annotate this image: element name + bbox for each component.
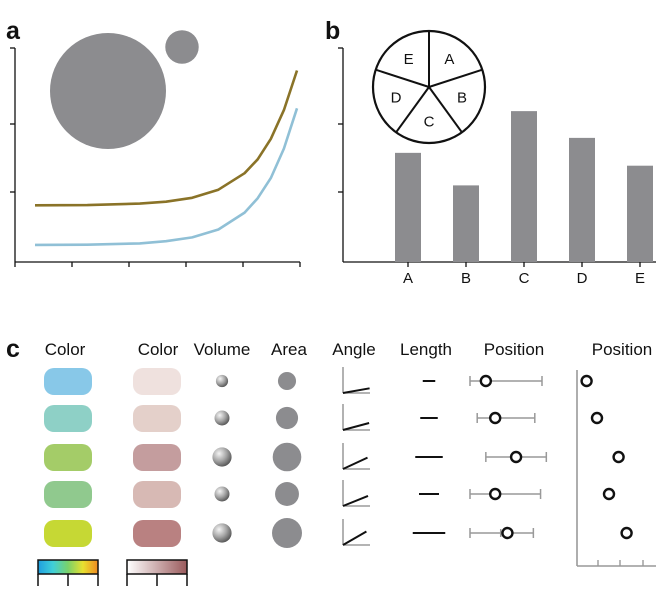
panel-c-angle-arm-0 [342, 387, 370, 394]
panel-b-x-tick-label-C: C [519, 270, 530, 287]
panel-c-hue-swatch-4 [44, 520, 92, 547]
panel-b-pie-slice-edge-D [395, 86, 430, 133]
panel-c-header-3: Area [271, 340, 307, 359]
panel-b-bar-B [453, 185, 479, 262]
panel-c-header-6: Position [484, 340, 544, 359]
panel-b-pie-label-A: A [444, 51, 454, 68]
panel-a-line-chart [10, 30, 301, 267]
panel-c-angle-arm-3 [342, 494, 369, 507]
panel-b-pie-slice-edge-C [428, 86, 463, 133]
panel-letter-c: c [6, 335, 20, 363]
panel-b-bar-E [627, 165, 653, 262]
panel-a-series-line-1 [34, 107, 299, 247]
panel-c-tint-swatch-0 [133, 368, 181, 395]
panel-c-position-point-4 [620, 526, 633, 540]
panel-c-volume-sphere-3 [214, 486, 230, 502]
panel-c-hue-swatch-2 [44, 444, 92, 471]
panel-c-angle-arm-4 [342, 530, 367, 546]
panel-c-area-circle-4 [272, 518, 302, 548]
panel-c-volume-sphere-4 [212, 523, 232, 543]
panel-c-volume-sphere-2 [212, 447, 232, 467]
panel-a-large-circle [50, 33, 166, 149]
panel-letter-a: a [6, 17, 21, 45]
panel-c-header-7: Position [592, 340, 652, 359]
panel-c-errorbar-point-4 [501, 526, 514, 540]
panel-b-pie-label-C: C [424, 114, 435, 131]
panel-c-tint-colorbar [126, 559, 188, 575]
panel-b-bar-C [511, 111, 537, 262]
panel-c-area-circle-1 [275, 406, 299, 430]
panel-a-small-circle [165, 30, 199, 64]
panel-c-errorbar-point-2 [509, 450, 523, 464]
panel-a-series-line-0 [34, 70, 299, 207]
panel-c-header-5: Length [400, 340, 452, 359]
panel-c-header-0: Color [45, 340, 86, 359]
panel-b-x-tick-label-E: E [635, 270, 645, 287]
panel-c-position-point-0 [580, 374, 593, 388]
panel-b-bar-D [569, 137, 595, 262]
panel-b-pie-label-B: B [457, 90, 467, 107]
panel-c-header-4: Angle [332, 340, 375, 359]
panel-b-pie-slice-edge-B [428, 68, 483, 88]
panel-b-pie-label-D: D [391, 90, 402, 107]
panel-c-tint-swatch-3 [133, 481, 181, 508]
panel-b-bar-A [395, 152, 421, 262]
panel-c-area-circle-3 [275, 482, 299, 506]
panel-c-volume-sphere-0 [215, 374, 229, 388]
panel-c-errorbar-point-3 [489, 487, 502, 501]
panel-c-position-point-3 [602, 487, 616, 501]
panel-c-tint-swatch-4 [133, 520, 181, 547]
panel-b-bar-chart: A B C D E E A B C D [338, 29, 656, 287]
panel-b-pie-label-E: E [404, 51, 414, 68]
panel-b-x-tick-label-D: D [577, 270, 588, 287]
panel-b-x-tick-label-B: B [461, 270, 471, 287]
panel-c-position-point-1 [590, 411, 604, 425]
panel-c-area-circle-2 [272, 442, 302, 472]
panel-c-header-2: Volume [194, 340, 251, 359]
panel-c-hue-swatch-1 [44, 405, 92, 432]
panel-c-angle-arm-1 [342, 422, 370, 431]
panel-letter-b: b [325, 17, 340, 45]
panel-c-hue-swatch-0 [44, 368, 92, 395]
panel-b-x-tick-label-A: A [403, 270, 413, 287]
panel-c-tint-swatch-2 [133, 444, 181, 471]
panel-c-angle-arm-2 [342, 456, 368, 470]
panel-c-tint-swatch-1 [133, 405, 181, 432]
panel-c-hue-colorbar [37, 559, 99, 575]
panel-c-area-circle-0 [277, 371, 297, 391]
panel-b-pie-slice-edge-E [375, 68, 430, 88]
panel-c-volume-sphere-1 [214, 410, 230, 426]
panel-c-encoding-table: Color Color Volume Area Angle Length Position P… [37, 340, 656, 586]
panel-c-errorbar-point-1 [489, 411, 502, 425]
panel-c-header-1: Color [138, 340, 179, 359]
panel-c-errorbar-point-0 [479, 374, 493, 388]
panel-c-hue-swatch-3 [44, 481, 92, 508]
panel-c-position-point-2 [612, 450, 625, 464]
